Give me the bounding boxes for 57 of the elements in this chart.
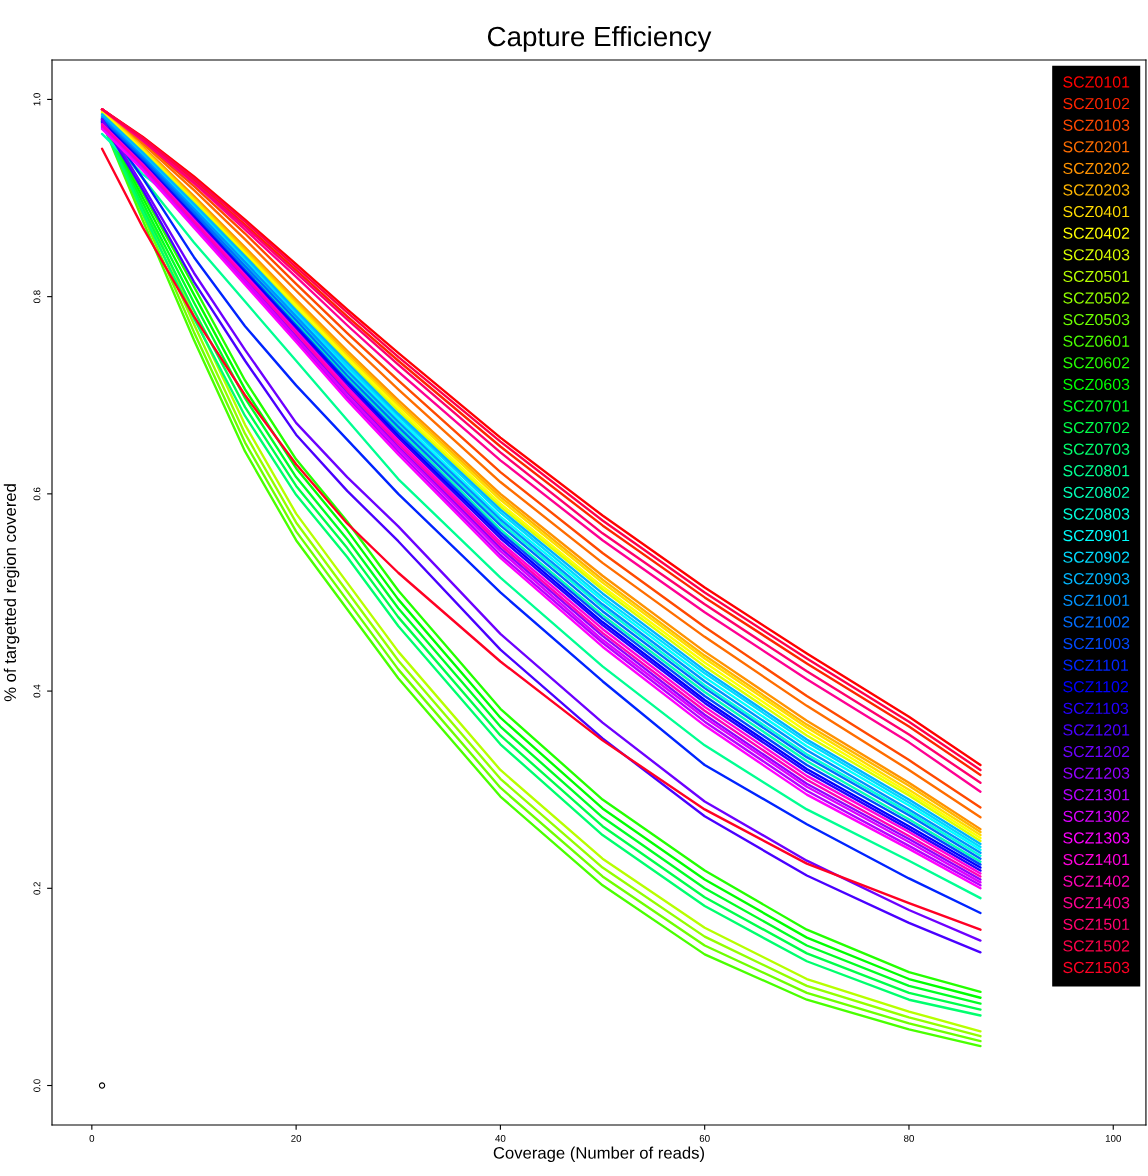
text: SCZ1103 [1063,702,1129,715]
chart-title: Capture Efficiency [487,25,712,52]
text: SCZ0601 [1063,335,1130,347]
text: SCZ1101 [1063,659,1129,671]
y-tick-label: 0.8 [33,290,41,304]
text: SCZ1302 [1063,810,1130,822]
text: SCZ1401 [1063,853,1130,866]
text: SCZ1503 [1063,961,1130,974]
text: SCZ1202 [1063,745,1130,758]
text: SCZ0801 [1063,465,1130,477]
text: SCZ0902 [1063,551,1130,563]
text: SCZ0201 [1063,141,1130,153]
x-axis-title: Coverage (Number of reads) [493,1146,705,1163]
text: SCZ0602 [1063,357,1130,369]
y-tick-label: 0.2 [33,882,41,895]
y-tick-label: 0.4 [33,684,41,698]
x-tick-label: 0 [89,1134,95,1142]
text: SCZ1003 [1063,637,1130,650]
x-tick-label: 60 [699,1134,710,1142]
text: SCZ0203 [1063,184,1130,196]
text: SCZ1501 [1063,918,1130,930]
text: SCZ0901 [1063,529,1130,542]
text: SCZ0701 [1063,400,1130,412]
x-tick-label: 80 [903,1134,914,1142]
x-tick-label: 20 [291,1134,302,1142]
text: SCZ1403 [1063,897,1130,909]
y-tick-label: 0.0 [33,1079,41,1092]
text: SCZ0702 [1063,421,1130,434]
text: SCZ0703 [1063,443,1130,455]
text: SCZ0603 [1063,378,1130,391]
text: SCZ1402 [1063,875,1130,887]
text: SCZ0501 [1063,270,1130,283]
text: SCZ0803 [1063,508,1130,520]
text: SCZ0502 [1063,292,1130,304]
text: SCZ1203 [1063,767,1130,779]
text: SCZ0402 [1063,227,1130,239]
text: SCZ1001 [1063,594,1130,607]
text: SCZ0101 [1063,76,1130,88]
x-tick-label: 40 [495,1134,506,1142]
y-tick-label: 1.0 [33,93,41,106]
text: SCZ1303 [1063,832,1130,844]
text: SCZ0403 [1063,249,1130,261]
text: SCZ1301 [1063,789,1130,801]
text: SCZ1201 [1063,724,1130,736]
text: SCZ1102 [1063,681,1128,693]
y-axis-title: % of targetted region covered [3,484,20,702]
text: SCZ0503 [1063,313,1130,326]
text: SCZ1002 [1063,616,1130,628]
text: SCZ0103 [1063,119,1130,131]
text: SCZ0102 [1063,97,1130,110]
text: SCZ0802 [1063,486,1130,499]
text: SCZ1502 [1063,940,1130,952]
text: SCZ0401 [1063,205,1130,218]
text: SCZ0202 [1063,162,1130,175]
y-tick-label: 0.6 [33,487,41,501]
x-tick-label: 100 [1105,1134,1121,1142]
text: SCZ0903 [1063,573,1130,585]
